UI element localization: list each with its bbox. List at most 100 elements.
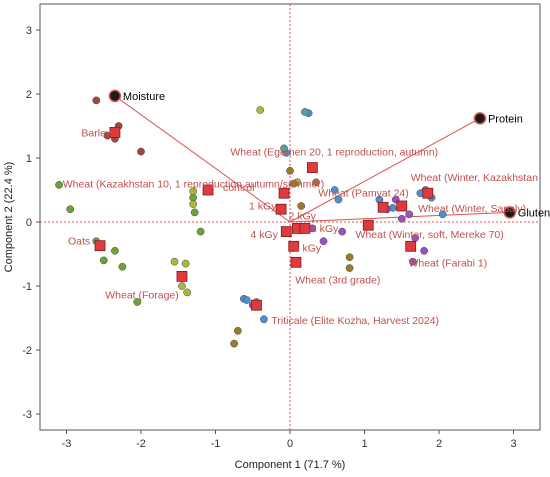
y-tick-label: 2 <box>26 89 32 101</box>
sample-label: Wheat (Winter, soft, Mereke 70) <box>356 229 504 241</box>
sample-point <box>397 214 406 223</box>
group-centroid <box>280 226 292 238</box>
y-axis-title: Component 2 (22.4 %) <box>3 162 15 273</box>
sample-point <box>181 259 190 268</box>
sample-label: Wheat (Winter, Kazakhstan <box>411 172 538 184</box>
sample-label: 5 kGy <box>294 243 322 255</box>
loading-label: Moisture <box>123 91 165 103</box>
sample-label: Oats <box>68 236 90 248</box>
sample-point <box>189 187 197 196</box>
sample-point <box>301 108 309 116</box>
sample-point <box>99 256 108 265</box>
sample-label: 1 kGy <box>249 200 277 212</box>
sample-point <box>170 257 179 266</box>
sample-point <box>66 205 75 214</box>
group-centroid <box>288 240 300 252</box>
sample-point <box>405 210 414 219</box>
sample-point <box>189 200 197 208</box>
sample-label: 3 kGy <box>311 223 339 235</box>
sample-label: Wheat (Forage) <box>105 289 179 301</box>
group-centroid <box>362 219 374 231</box>
sample-label: control <box>223 182 255 194</box>
y-tick-label: -3 <box>22 409 32 421</box>
sample-label: Wheat (Farabi 1) <box>408 257 487 269</box>
x-tick-label: 3 <box>510 438 516 450</box>
sample-point <box>92 96 101 105</box>
sample-point <box>55 181 63 189</box>
x-tick-label: -2 <box>136 438 146 450</box>
sample-label: Wheat (Pamyat 24) <box>318 188 408 200</box>
group-centroid <box>176 270 188 282</box>
sample-point <box>319 237 328 246</box>
sample-label: Wheat (3rd grade) <box>295 275 380 287</box>
sample-label: 4 kGy <box>251 229 279 241</box>
loading-point <box>108 89 122 103</box>
sample-point <box>183 288 192 297</box>
loading-point <box>473 112 487 125</box>
sample-point <box>196 227 205 236</box>
sample-point <box>118 262 127 271</box>
sample-labels: Barley Wheat (Egemen 20, 1 reproduction, … <box>63 127 538 327</box>
loading-point <box>503 206 517 219</box>
group-centroid <box>202 184 214 196</box>
sample-point <box>260 315 268 324</box>
sample-label: 2 kGy <box>289 211 317 223</box>
y-tick-label: 0 <box>26 217 32 229</box>
sample-point <box>338 227 346 236</box>
sample-point <box>330 186 339 194</box>
y-tick-label: 3 <box>26 25 32 37</box>
sample-point <box>178 282 186 290</box>
sample-label: Barley <box>81 127 112 139</box>
y-tick-label: -2 <box>22 345 32 357</box>
group-centroid <box>94 240 106 252</box>
group-centroid <box>396 200 408 212</box>
loading-label: Gluten <box>518 207 550 219</box>
sample-point <box>190 208 199 217</box>
x-tick-label: 2 <box>436 438 442 450</box>
sample-point <box>312 178 320 187</box>
x-tick-label: 1 <box>361 438 367 450</box>
group-centroid <box>251 299 262 311</box>
group-centroid <box>109 127 121 138</box>
loading-label: Protein <box>488 113 523 125</box>
sample-point <box>289 179 298 188</box>
loading-vector <box>289 117 481 223</box>
group-centroids <box>94 127 434 311</box>
y-tick-label: -1 <box>22 281 32 293</box>
group-centroid <box>405 240 417 252</box>
loading-points: Moisture Protein Gluten <box>108 89 550 219</box>
sample-label: Triticale (Elite Kozha, Harvest 2024) <box>271 315 439 327</box>
sample-point <box>230 339 238 348</box>
sample-point <box>280 144 288 153</box>
x-tick-label: 0 <box>287 438 293 450</box>
sample-point <box>111 246 119 255</box>
sample-point <box>345 253 354 262</box>
sample-point <box>334 195 343 204</box>
x-tick-label: -1 <box>211 438 221 450</box>
sample-label: Wheat (Winter, Sapaly) <box>418 203 526 215</box>
group-centroid <box>278 187 290 199</box>
sample-point <box>420 246 428 255</box>
group-centroid <box>275 203 287 215</box>
loading-vector <box>114 95 291 223</box>
sample-point <box>438 210 447 219</box>
sample-point <box>133 298 142 306</box>
sample-point <box>234 326 242 335</box>
sample-point <box>137 147 145 156</box>
sample-point <box>345 264 354 272</box>
sample-label: Wheat (Egemen 20, 1 reproduction, autumn… <box>230 147 438 159</box>
sample-point <box>286 166 294 175</box>
group-centroid <box>306 162 318 174</box>
sample-point <box>409 257 417 266</box>
group-centroid <box>299 222 311 234</box>
sample-label: Wheat (Kazakhstan 10, 1 reproduction aut… <box>63 179 324 191</box>
sample-point <box>189 193 197 202</box>
x-axis-title: Component 1 (71.7 %) <box>235 459 346 471</box>
x-tick-label: -3 <box>62 438 72 450</box>
sample-point <box>297 202 306 210</box>
sample-point <box>242 296 251 304</box>
y-tick-label: 1 <box>26 153 32 165</box>
group-centroid <box>377 201 389 213</box>
group-centroid <box>290 256 302 268</box>
